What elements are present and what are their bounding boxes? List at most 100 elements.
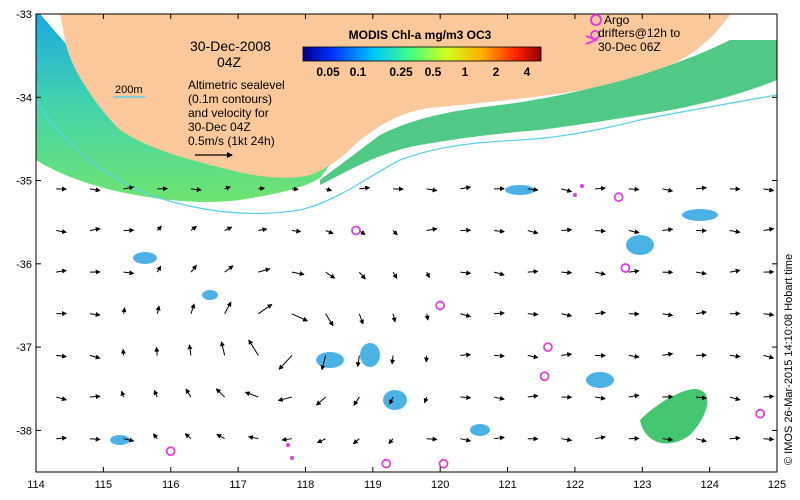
velocity-arrow [325, 229, 334, 235]
velocity-arrow [696, 395, 707, 401]
velocity-arrow [392, 230, 398, 236]
chl-patch-green [640, 389, 708, 444]
contour-depth-label: 200m [115, 84, 143, 96]
lon-tick-label: 114 [27, 479, 45, 491]
velocity-arrow [662, 436, 674, 442]
velocity-arrow [628, 186, 640, 192]
velocity-arrow [120, 390, 126, 398]
lat-tick-label: -36 [16, 259, 32, 271]
latitude-axis: -33 -34 -35 -36 -37 -38 [16, 9, 777, 437]
argo-legend: Argo drifters@12h to 30-Dec 06Z [585, 13, 681, 54]
velocity-arrow [696, 437, 707, 443]
velocity-arrows [56, 185, 775, 445]
time-label: 04Z [217, 54, 242, 70]
velocity-arrow [460, 185, 472, 191]
velocity-arrow [729, 268, 741, 274]
drifter-marker [620, 263, 631, 273]
velocity-arrow [493, 271, 505, 277]
velocity-arrow [426, 226, 438, 232]
velocity-arrow [527, 354, 539, 360]
velocity-arrow [154, 346, 160, 356]
velocity-arrow [561, 437, 573, 443]
velocity-arrow [561, 312, 573, 318]
velocity-arrow [89, 394, 101, 400]
velocity-arrow [729, 435, 741, 441]
velocity-arrow [628, 353, 640, 359]
argo-line-3: 30-Dec 06Z [598, 40, 661, 54]
velocity-arrow [315, 396, 326, 406]
velocity-arrow [561, 270, 573, 276]
velocity-arrow [190, 187, 202, 193]
velocity-arrow [258, 186, 266, 192]
colorbar-label: 4 [524, 65, 531, 79]
lon-tick-label: 125 [768, 479, 786, 491]
velocity-arrow [628, 268, 640, 274]
velocity-arrow [277, 396, 293, 402]
velocity-arrow [662, 227, 674, 233]
velocity-arrow [527, 393, 539, 399]
altimetry-description: Altimetric sealevel (0.1m contours) and … [188, 78, 285, 158]
velocity-arrow [391, 313, 397, 323]
colorbar-label: 0.1 [350, 65, 367, 79]
velocity-arrow [460, 437, 472, 443]
date-label: 30-Dec-2008 [190, 38, 271, 54]
velocity-arrow [258, 303, 273, 315]
velocity-arrow [184, 433, 192, 440]
velocity-arrow [763, 436, 775, 442]
colorbar-label: 0.5 [425, 65, 442, 79]
argo-line-2: drifters@12h to [598, 26, 681, 40]
velocity-arrow [460, 312, 472, 318]
velocity-arrow [390, 355, 396, 365]
velocity-arrow [662, 351, 674, 357]
velocity-arrow [595, 185, 606, 191]
velocity-arrow [595, 435, 606, 441]
magenta-spots [286, 184, 584, 460]
velocity-arrow [89, 436, 101, 442]
velocity-arrow [56, 435, 68, 441]
drifter-marker [381, 458, 392, 469]
velocity-arrow [729, 229, 741, 234]
velocity-arrow [325, 313, 334, 327]
velocity-arrow [89, 226, 101, 232]
velocity-arrow [392, 271, 398, 279]
velocity-arrow [123, 437, 135, 443]
drifter-marker [351, 225, 361, 236]
velocity-arrow [527, 269, 539, 275]
velocity-arrow [763, 394, 775, 400]
lon-tick-label: 120 [431, 479, 449, 491]
velocity-arrow [190, 303, 196, 314]
velocity-arrow [56, 353, 68, 359]
velocity-arrow [527, 229, 539, 235]
velocity-arrow [494, 228, 505, 234]
velocity-arrow [763, 187, 775, 193]
argo-track-arrow-icon [585, 35, 599, 45]
velocity-arrow [527, 187, 539, 193]
velocity-arrow [190, 264, 197, 273]
colorbar-label: 1 [462, 65, 469, 79]
velocity-arrow [121, 307, 127, 314]
velocity-arrow [493, 395, 505, 401]
velocity-arrow [156, 225, 162, 231]
colorbar-label: 2 [493, 65, 500, 79]
velocity-arrow [353, 396, 360, 406]
land-mass [60, 14, 730, 178]
velocity-arrow [389, 396, 394, 405]
velocity-arrow [763, 312, 775, 317]
chl-coastal-band-south [320, 40, 777, 185]
velocity-arrow [291, 186, 299, 192]
velocity-arrow [662, 312, 674, 318]
velocity-arrow [494, 353, 505, 359]
velocity-arrow [460, 352, 472, 358]
velocity-arrow [224, 301, 232, 315]
velocity-arrow [153, 389, 159, 398]
velocity-arrow [425, 271, 430, 279]
drifter-marker [613, 192, 624, 203]
velocity-arrow [224, 226, 233, 232]
velocity-arrow [291, 271, 305, 277]
velocity-arrow [426, 436, 438, 442]
colorbar-label: 0.05 [316, 65, 340, 79]
velocity-arrow [219, 341, 226, 356]
velocity-arrow [56, 268, 68, 274]
velocity-arrow [359, 185, 371, 191]
velocity-arrow [460, 270, 472, 276]
